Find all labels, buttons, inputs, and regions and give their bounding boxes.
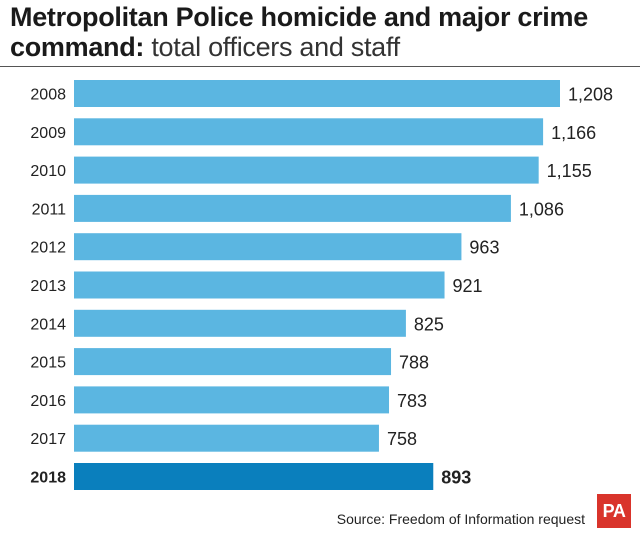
value-label: 893 bbox=[441, 468, 471, 488]
bar bbox=[74, 348, 392, 376]
category-label: 2008 bbox=[30, 87, 66, 104]
bar bbox=[74, 309, 406, 337]
category-label: 2010 bbox=[30, 163, 66, 180]
value-label: 1,086 bbox=[519, 199, 564, 219]
chart-title: Metropolitan Police homicide and major c… bbox=[10, 2, 630, 62]
chart-title-bold: Metropolitan Police homicide and major c… bbox=[10, 2, 588, 62]
value-label: 1,155 bbox=[547, 161, 592, 181]
bar bbox=[74, 386, 390, 414]
bar bbox=[74, 80, 560, 107]
category-label: 2014 bbox=[30, 316, 66, 333]
category-label: 2013 bbox=[30, 278, 66, 295]
category-label: 2018 bbox=[30, 470, 66, 487]
value-label: 963 bbox=[469, 238, 499, 258]
bar bbox=[74, 424, 379, 452]
bar bbox=[74, 194, 511, 222]
bar bbox=[74, 233, 462, 261]
value-label: 1,208 bbox=[568, 85, 613, 105]
chart-title-light: total officers and staff bbox=[151, 32, 400, 62]
category-label: 2015 bbox=[30, 355, 66, 372]
bar bbox=[74, 118, 544, 146]
value-label: 825 bbox=[414, 314, 444, 334]
category-label: 2009 bbox=[30, 125, 66, 142]
category-label: 2012 bbox=[30, 240, 66, 257]
value-label: 1,166 bbox=[551, 123, 596, 143]
bar bbox=[74, 463, 434, 490]
value-label: 921 bbox=[453, 276, 483, 296]
title-divider bbox=[0, 66, 640, 67]
category-label: 2016 bbox=[30, 393, 66, 410]
pa-logo: PA bbox=[597, 494, 631, 528]
source-note: Source: Freedom of Information request bbox=[336, 511, 585, 527]
bar bbox=[74, 156, 539, 184]
value-label: 758 bbox=[387, 429, 417, 449]
category-label: 2011 bbox=[32, 201, 67, 218]
category-label: 2017 bbox=[30, 431, 66, 448]
value-label: 783 bbox=[397, 391, 427, 411]
bar bbox=[74, 271, 445, 299]
value-label: 788 bbox=[399, 353, 429, 373]
pa-logo-text: PA bbox=[602, 500, 626, 521]
